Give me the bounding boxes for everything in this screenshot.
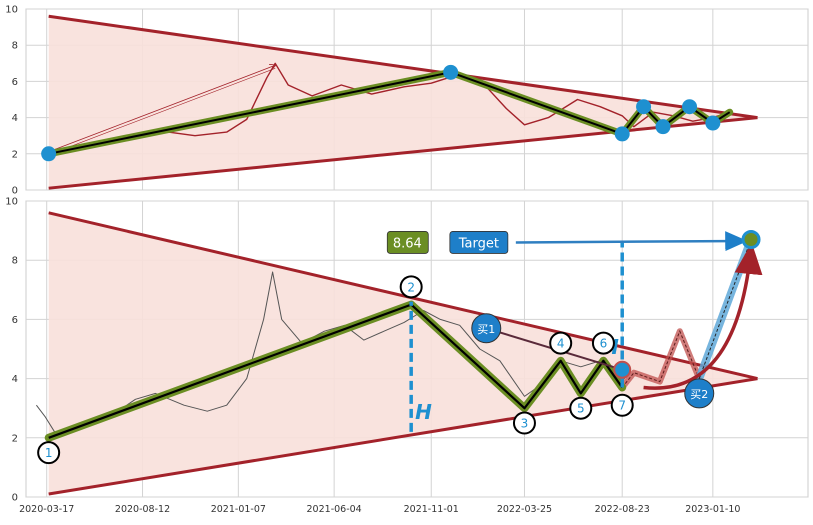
bottom-xtick-label: 2022-03-25 xyxy=(497,504,552,515)
bottom-pattern-point-marker xyxy=(569,396,593,420)
bottom-forecast-path-dash xyxy=(621,329,700,388)
bottom-ytick-label: 10 xyxy=(5,197,18,208)
bottom-pattern-point-label: 7 xyxy=(618,399,626,413)
bottom-pattern-point-label: 3 xyxy=(521,417,529,431)
bottom-ytick-label: 8 xyxy=(12,256,18,267)
top-ytick-label: 6 xyxy=(12,77,18,88)
top-triangle-edge xyxy=(48,16,50,188)
bottom-target-arrow xyxy=(515,231,748,252)
top-ytick-label: 0 xyxy=(12,186,18,197)
top-price-line xyxy=(48,62,730,157)
bottom-pattern-point-marker xyxy=(549,331,573,355)
bottom-xtick-label: 2023-01-10 xyxy=(685,504,740,515)
bottom-pattern-point-marker xyxy=(512,411,536,435)
bottom-triangle-fill xyxy=(48,212,758,495)
bottom-ytick-label: 2 xyxy=(12,433,18,444)
bottom-price-box-label: 8.64 xyxy=(393,236,422,251)
top-ytick-label: 2 xyxy=(12,149,18,160)
bottom-target-marker xyxy=(741,229,761,249)
top-pattern-marker xyxy=(41,146,57,162)
bottom-pattern-point-label: 6 xyxy=(600,337,608,351)
bottom-upper-trendline xyxy=(48,211,758,381)
bottom-height-label: H xyxy=(415,400,432,424)
bottom-xtick-label: 2020-03-17 xyxy=(19,504,74,515)
top-ytick-label: 4 xyxy=(12,113,18,124)
bottom-xtick-label: 2021-06-04 xyxy=(307,504,362,515)
bottom-ytick-label: 0 xyxy=(12,493,18,504)
top-breakout-arrow xyxy=(48,65,276,153)
bottom-target-box xyxy=(449,231,509,254)
bottom-buy-signal-label: 买1 xyxy=(477,323,495,336)
bottom-target-curve-arrow xyxy=(643,242,763,390)
bottom-pattern-point-label: 5 xyxy=(577,402,585,416)
top-pattern-marker xyxy=(636,99,652,115)
bottom-ytick-label: 6 xyxy=(12,315,18,326)
bottom-ytick-label: 4 xyxy=(12,374,18,385)
bottom-pattern-point-marker xyxy=(37,441,61,465)
top-pattern-marker xyxy=(443,64,459,80)
top-triangle-fill xyxy=(48,16,758,189)
top-ytick-label: 10 xyxy=(5,5,18,16)
bottom-target-box-label: Target xyxy=(458,236,499,251)
top-breakout-arrow-shadow xyxy=(48,68,276,156)
bottom-xtick-label: 2022-08-23 xyxy=(595,504,650,515)
top-pattern-marker xyxy=(705,115,721,131)
bottom-pattern-point-label: 4 xyxy=(557,337,565,351)
bottom-lower-trendline xyxy=(48,377,758,496)
bottom-breakout-marker xyxy=(613,360,632,379)
top-pattern-marker xyxy=(655,119,671,135)
bottom-pattern-point-marker xyxy=(399,275,423,299)
bottom-price-box xyxy=(386,231,429,254)
top-ytick-label: 8 xyxy=(12,41,18,52)
top-pattern-marker xyxy=(614,126,630,142)
bottom-xtick-label: 2021-01-07 xyxy=(211,504,266,515)
bottom-buy-signal-marker xyxy=(471,313,502,344)
bottom-pattern-point-marker xyxy=(591,331,615,355)
top-pattern-marker xyxy=(682,99,698,115)
top-lower-trendline xyxy=(48,116,758,190)
bottom-buy-signal-marker xyxy=(684,378,715,409)
bottom-pattern-point-label: 1 xyxy=(45,446,53,460)
bottom-pattern-point-label: 2 xyxy=(407,280,415,294)
bottom-buy-signal-label: 买2 xyxy=(690,388,708,401)
bottom-pattern-point-marker xyxy=(610,393,634,417)
bottom-xtick-label: 2020-08-12 xyxy=(115,504,170,515)
bottom-xtick-label: 2021-11-01 xyxy=(404,504,459,515)
